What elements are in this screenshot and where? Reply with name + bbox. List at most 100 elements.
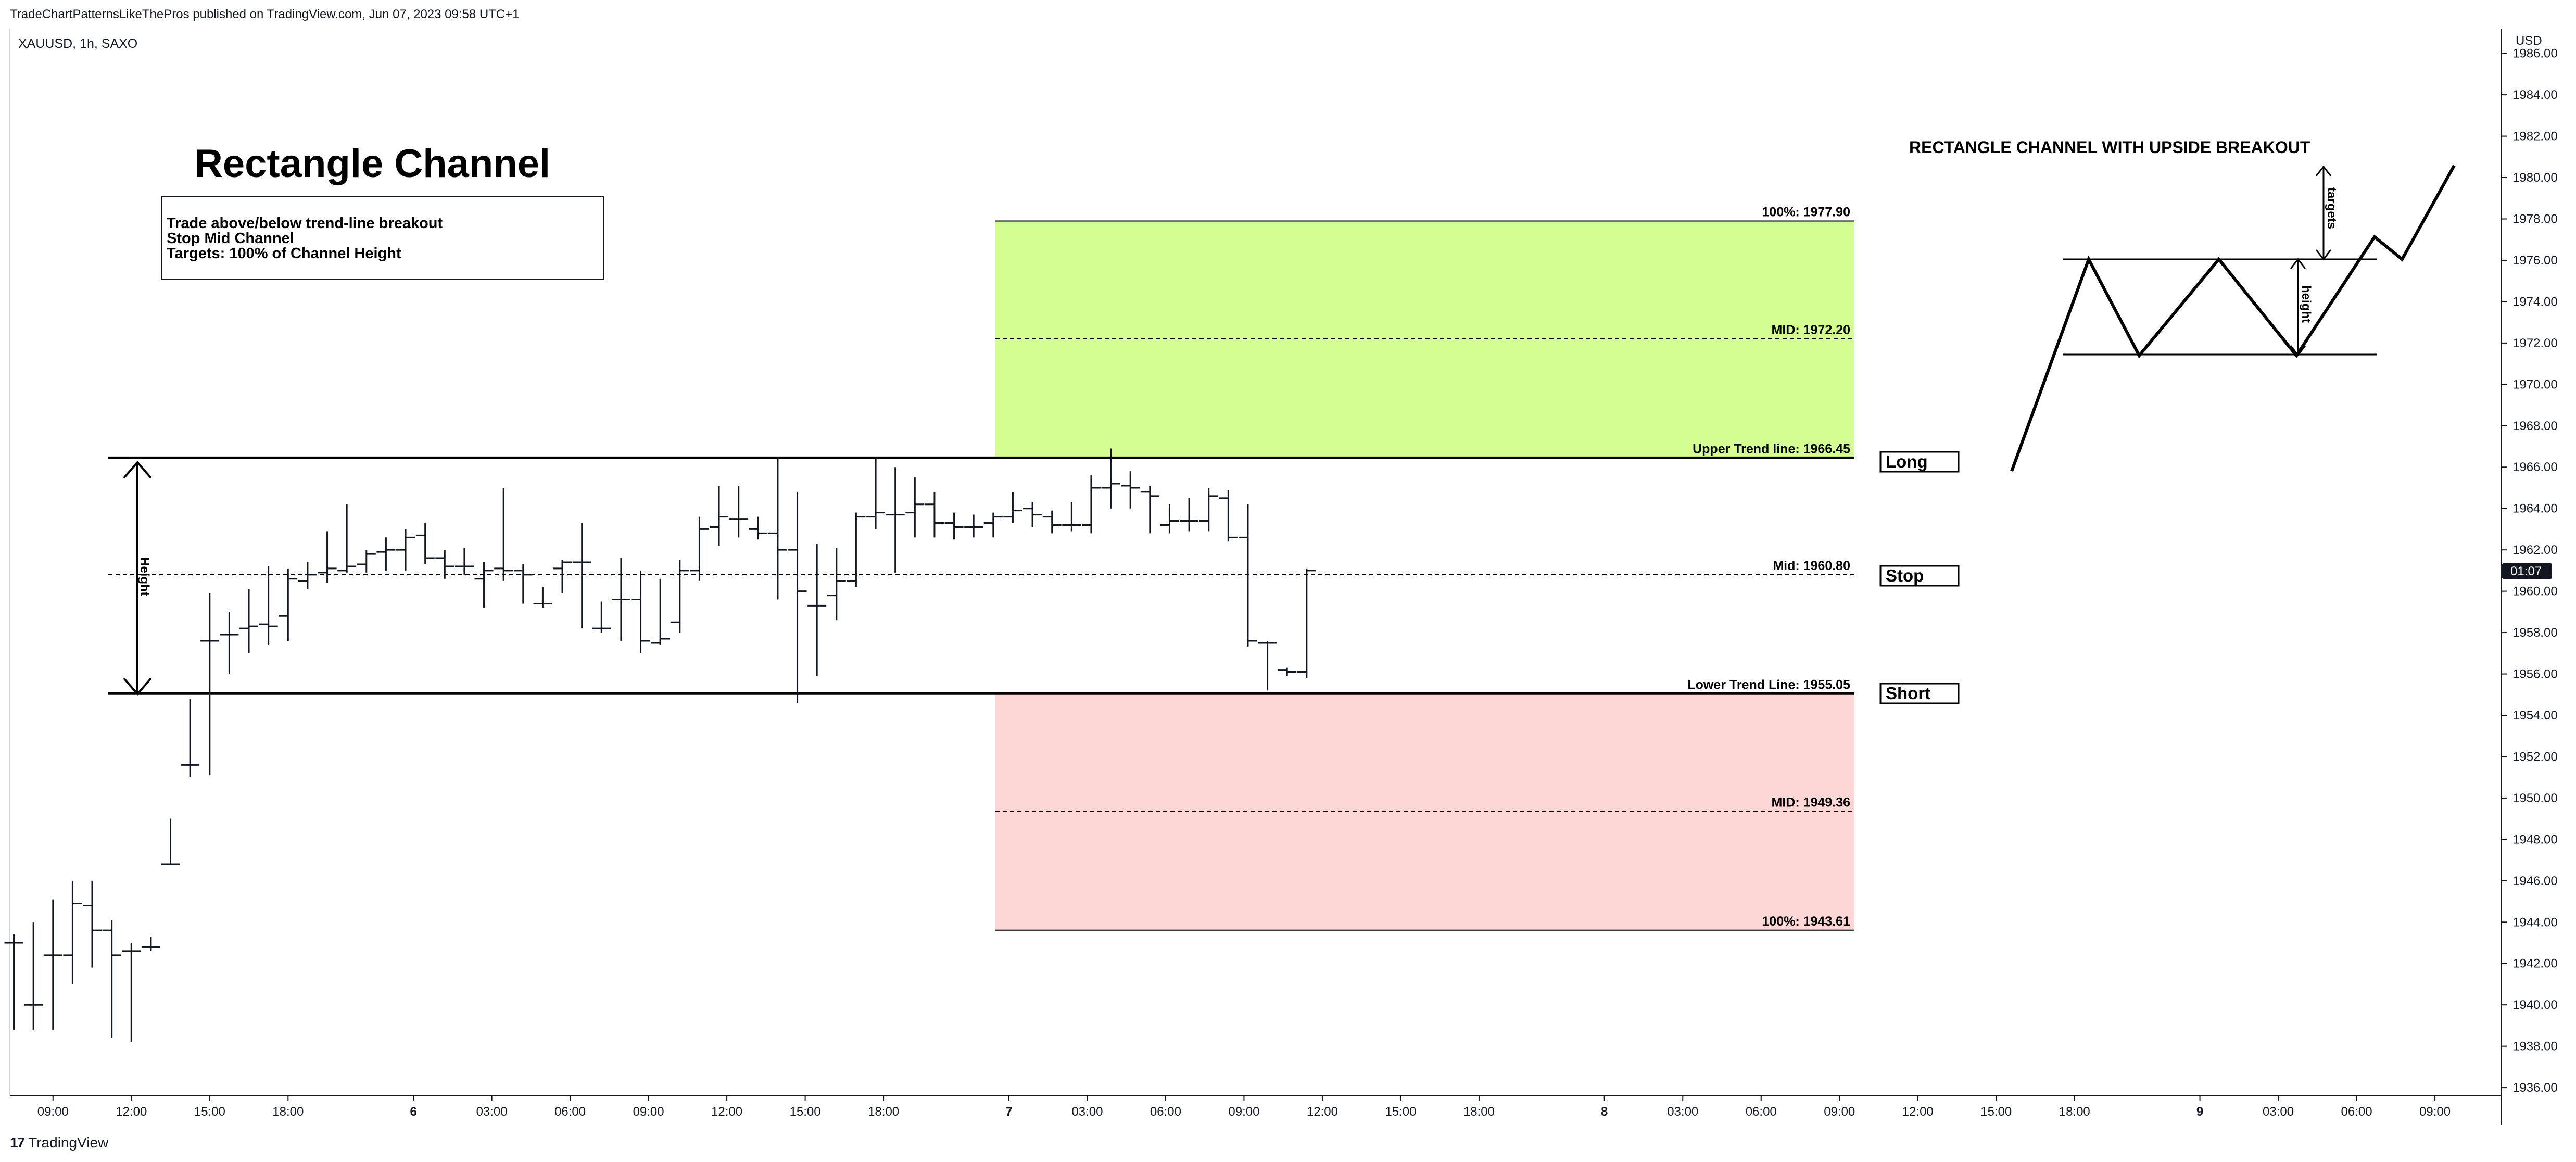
ohlc-bar [474, 562, 494, 608]
ohlc-bar [161, 818, 180, 865]
ohlc-bar [768, 457, 787, 600]
note-line: Stop Mid Channel [167, 230, 294, 247]
ohlc-bar [1081, 475, 1101, 534]
ohlc-bar [1101, 448, 1120, 509]
level-label-lower-mid: MID: 1949.36 [1772, 795, 1850, 810]
x-tick-label: 18:00 [2059, 1105, 2090, 1119]
ohlc-bar [631, 570, 650, 653]
y-tick-label: 1942.00 [2512, 957, 2558, 971]
ohlc-bar [220, 612, 239, 674]
ohlc-bar [122, 943, 141, 1042]
ohlc-bar [847, 512, 866, 587]
ohlc-bar [279, 568, 298, 641]
ohlc-bar [592, 601, 611, 633]
long-box[interactable] [1879, 451, 1960, 473]
ohlc-bar [1140, 486, 1159, 534]
x-tick-label: 06:00 [1150, 1105, 1181, 1119]
ohlc-bar [788, 491, 807, 703]
x-tick-label: 09:00 [37, 1105, 69, 1119]
y-tick-label: 1964.00 [2512, 502, 2558, 516]
ohlc-bar [337, 504, 357, 573]
ohlc-bar [1199, 487, 1218, 532]
ohlc-bar [964, 514, 983, 538]
y-tick-label: 1974.00 [2512, 295, 2558, 309]
ohlc-bar [553, 560, 572, 593]
footer-logo[interactable]: 17 TradingView [10, 1134, 108, 1151]
price-axis[interactable]: 1986.00 1984.00 1982.00 1980.00 1978.00 1976.… [2502, 47, 2558, 1095]
ohlc-bar [396, 529, 415, 571]
x-tick-label: 12:00 [116, 1105, 147, 1119]
level-label-upper-mid: MID: 1972.20 [1772, 323, 1850, 337]
x-tick-label: 12:00 [1902, 1105, 1934, 1119]
y-tick-label: 1982.00 [2512, 130, 2558, 144]
time-axis[interactable]: 09:00 12:00 15:00 18:00 6 03:00 06:00 09:00 12:0… [37, 1096, 2451, 1119]
ohlc-bar [259, 566, 278, 645]
y-tick-label: 1962.00 [2512, 543, 2558, 557]
note-line: Trade above/below trend-line breakout [167, 215, 443, 232]
target-zones [995, 221, 1854, 930]
x-tick-label: 18:00 [1463, 1105, 1495, 1119]
ohlc-bar [1023, 502, 1042, 527]
ohlc-bar [1219, 489, 1238, 542]
x-tick-label: 18:00 [272, 1105, 304, 1119]
diagram-targets-label: targets [2325, 187, 2339, 229]
ohlc-bar [749, 516, 768, 540]
x-tick-label: 09:00 [633, 1105, 664, 1119]
ohlc-bar [1062, 502, 1081, 532]
y-tick-label: 1968.00 [2512, 419, 2558, 433]
y-tick-label: 1958.00 [2512, 626, 2558, 640]
x-tick-label: 03:00 [1667, 1105, 1698, 1119]
ohlc-bar [1042, 510, 1062, 534]
height-label: Height [137, 557, 151, 596]
x-tick-label: 18:00 [868, 1105, 899, 1119]
footer-logo-text: TradingView [28, 1134, 109, 1151]
last-price-badge [2502, 563, 2552, 579]
ohlc-bar [494, 487, 513, 581]
y-tick-label: 1978.00 [2512, 212, 2558, 226]
y-tick-label: 1944.00 [2512, 915, 2558, 929]
double-arrow-icon [123, 460, 152, 696]
ohlc-bar [925, 491, 944, 538]
double-arrow-icon [2315, 165, 2332, 261]
note-line: Targets: 100% of Channel Height [167, 245, 401, 262]
ohlc-bar [298, 562, 317, 589]
ohlc-bar [181, 699, 200, 778]
ohlc-bar [357, 550, 376, 573]
stop-label: Stop [1886, 566, 1924, 585]
y-tick-label: 1970.00 [2512, 377, 2558, 391]
ohlc-bar [4, 934, 23, 1030]
y-tick-label: 1960.00 [2512, 585, 2558, 599]
x-tick-label: 06:00 [2341, 1105, 2372, 1119]
ohlc-bar [983, 512, 1003, 538]
stop-box[interactable] [1879, 565, 1960, 587]
ohlc-bar [239, 589, 259, 653]
price-bars [4, 448, 1316, 1042]
symbol-caption: XAUUSD, 1h, SAXO [18, 36, 138, 51]
ohlc-bar [651, 578, 670, 645]
x-tick-label: 12:00 [711, 1105, 742, 1119]
diagram-price-path [2010, 165, 2456, 472]
ohlc-bar [670, 560, 689, 633]
ohlc-bar [1278, 667, 1297, 676]
ohlc-bar [1121, 471, 1140, 509]
ohlc-bar [24, 922, 43, 1030]
ohlc-bar [866, 457, 886, 529]
y-tick-label: 1966.00 [2512, 460, 2558, 474]
ohlc-bar [200, 593, 219, 776]
diagram-height-label: height [2299, 285, 2313, 323]
y-tick-label: 1946.00 [2512, 874, 2558, 888]
x-tick-label: 9 [2196, 1105, 2203, 1119]
ohlc-bar [905, 477, 925, 538]
ohlc-bar [415, 523, 435, 564]
ohlc-bar [1003, 491, 1022, 523]
long-label: Long [1886, 452, 1928, 471]
x-tick-label: 15:00 [790, 1105, 821, 1119]
x-tick-label: 15:00 [1385, 1105, 1416, 1119]
ohlc-bar [710, 486, 729, 546]
y-tick-label: 1952.00 [2512, 750, 2558, 764]
x-tick-label: 8 [1601, 1105, 1608, 1119]
ohlc-bar [141, 937, 160, 951]
short-box[interactable] [1879, 683, 1960, 704]
x-tick-label: 06:00 [554, 1105, 586, 1119]
